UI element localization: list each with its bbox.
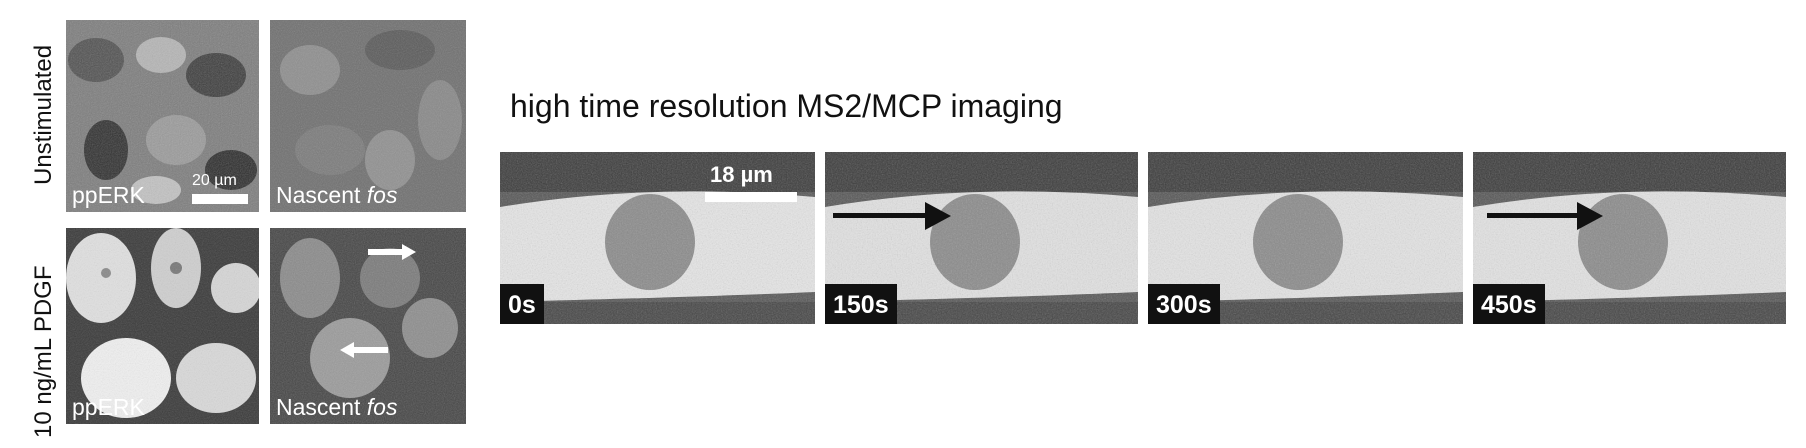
label-nascent-fos: Nascent fos [276,394,397,421]
timelapse-frame-450s: 450s [1473,152,1786,324]
arrow-icon-left [340,342,388,358]
timelapse-frame-150s: 150s [825,152,1138,324]
label-ppERK: ppERK [72,394,145,420]
label-fos-italic: fos [366,394,398,420]
row-label-unstimulated: Unstimulated [30,44,57,185]
micrograph-fos-unstimulated: Nascent fos [270,20,466,212]
label-nascent-fos: Nascent fos [276,182,397,209]
scale-bar-label-20um: 20 µm [192,172,237,189]
scale-bar-label-18um: 18 µm [710,162,773,187]
label-fos-italic: fos [366,182,398,208]
timelapse-frame-0s: 18 µm 0s [500,152,815,324]
section-heading: high time resolution MS2/MCP imaging [510,88,1063,124]
time-label: 300s [1148,284,1220,324]
label-nascent-prefix: Nascent [276,394,367,420]
row-label-pdgf: 10 ng/mL PDGF [30,265,57,438]
arrow-icon-right [368,244,416,260]
micrograph-ppERK-unstimulated: ppERK 20 µm [66,20,259,212]
label-nascent-prefix: Nascent [276,182,367,208]
time-label: 0s [500,284,544,324]
label-ppERK: ppERK [72,182,145,208]
micrograph-fos-pdgf: Nascent fos [270,228,466,424]
arrow-icon-right [833,202,951,230]
timelapse-frame-300s: 300s [1148,152,1463,324]
micrograph-ppERK-pdgf: ppERK [66,228,259,424]
arrow-icon-right [1487,202,1603,230]
scale-bar-20um [192,194,248,204]
time-label: 450s [1473,284,1545,324]
time-label: 150s [825,284,897,324]
scale-bar-18um [705,192,797,202]
